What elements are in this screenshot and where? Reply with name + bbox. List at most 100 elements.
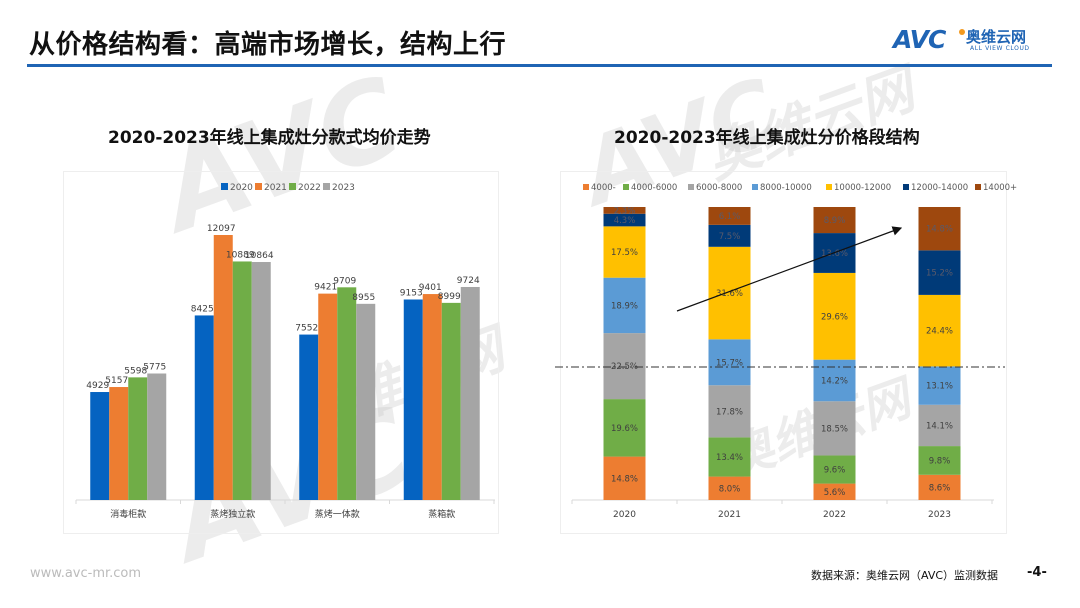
chart-title-avg-price: 2020-2023年线上集成灶分款式均价走势 bbox=[108, 128, 431, 148]
data-label: 13.4% bbox=[716, 453, 743, 463]
segment-4000--2023 bbox=[918, 474, 961, 500]
chart-title-price-structure: 2020-2023年线上集成灶分价格段结构 bbox=[614, 128, 920, 148]
segment-12000-14000-2023 bbox=[918, 250, 961, 295]
data-label: 4929 bbox=[86, 381, 109, 391]
legend-label-12000-14000: 12000-14000 bbox=[911, 183, 968, 193]
segment-6000-8000-2021 bbox=[708, 385, 751, 438]
segment-6000-8000-2020 bbox=[603, 333, 646, 400]
data-label: 18.5% bbox=[821, 424, 848, 434]
segment-4000--2020 bbox=[603, 456, 646, 500]
legend-swatch-10000-12000 bbox=[826, 184, 832, 190]
data-label: 5.6% bbox=[824, 488, 846, 498]
segment-10000-12000-2020 bbox=[603, 226, 646, 278]
data-label: 24.4% bbox=[926, 327, 953, 337]
segment-10000-12000-2023 bbox=[918, 294, 961, 367]
bar-2020-2 bbox=[299, 334, 319, 500]
segment-12000-14000-2021 bbox=[708, 224, 751, 247]
data-label: 7.5% bbox=[719, 232, 741, 242]
segment-4000--2021 bbox=[708, 476, 751, 500]
data-label: 14.8% bbox=[611, 474, 638, 484]
legend-swatch-12000-14000 bbox=[903, 184, 909, 190]
segment-4000-6000-2023 bbox=[918, 446, 961, 475]
data-label: 15.2% bbox=[926, 269, 953, 279]
bar-2020-0 bbox=[90, 392, 110, 500]
legend-label-2020: 2020 bbox=[230, 183, 253, 193]
data-label: 17.5% bbox=[611, 248, 638, 258]
legend-swatch-2023 bbox=[323, 183, 330, 190]
data-label: 14.2% bbox=[821, 376, 848, 386]
x-tick-label: 2021 bbox=[718, 510, 741, 520]
data-label: 2.3% bbox=[614, 206, 636, 216]
bar-2023-3 bbox=[460, 286, 480, 500]
data-label: 8999 bbox=[438, 292, 461, 302]
x-tick-label: 蒸烤独立款 bbox=[210, 508, 255, 520]
bar-2022-1 bbox=[232, 261, 252, 500]
bar-2021-1 bbox=[213, 235, 233, 500]
data-label: 29.6% bbox=[821, 312, 848, 322]
data-label: 19.6% bbox=[611, 424, 638, 434]
data-label: 10889 bbox=[226, 250, 255, 260]
segment-8000-10000-2023 bbox=[918, 366, 961, 405]
data-label: 14.8% bbox=[926, 225, 953, 235]
bar-2023-1 bbox=[251, 262, 271, 500]
footer-source: 数据来源：奥维云网（AVC）监测数据 bbox=[811, 569, 999, 582]
legend-swatch-2020 bbox=[221, 183, 228, 190]
bar-2020-3 bbox=[403, 299, 423, 500]
chart-panel-price-structure bbox=[560, 171, 1007, 534]
x-tick-label: 消毒柜款 bbox=[110, 508, 146, 520]
chart-panel-avg-price bbox=[63, 171, 499, 534]
data-label: 9.6% bbox=[824, 466, 846, 476]
bar-2022-2 bbox=[337, 287, 357, 500]
legend-swatch-2022 bbox=[289, 183, 296, 190]
data-label: 9421 bbox=[314, 283, 337, 293]
legend-label-8000-10000: 8000-10000 bbox=[760, 183, 812, 193]
legend-label-6000-8000: 6000-8000 bbox=[696, 183, 742, 193]
legend-label-10000-12000: 10000-12000 bbox=[834, 183, 891, 193]
segment-14000+-2023 bbox=[918, 207, 961, 251]
segment-12000-14000-2020 bbox=[603, 213, 646, 227]
segment-14000+-2022 bbox=[813, 207, 856, 234]
legend-label-2022: 2022 bbox=[298, 183, 321, 193]
footer-url[interactable]: www.avc-mr.com bbox=[30, 566, 142, 581]
data-label: 15.7% bbox=[716, 358, 743, 368]
data-label: 12097 bbox=[207, 224, 236, 234]
data-label: 8.0% bbox=[719, 484, 741, 494]
bar-2023-0 bbox=[147, 373, 167, 500]
segment-4000-6000-2020 bbox=[603, 399, 646, 457]
bar-2022-0 bbox=[128, 377, 148, 500]
legend-swatch-4000- bbox=[583, 184, 589, 190]
logo-dot-icon bbox=[959, 29, 965, 35]
page-title: 从价格结构看：高端市场增长，结构上行 bbox=[29, 30, 507, 60]
segment-6000-8000-2022 bbox=[813, 401, 856, 456]
x-tick-label: 蒸箱款 bbox=[428, 508, 455, 520]
legend-label-2023: 2023 bbox=[332, 183, 355, 193]
x-tick-label: 2023 bbox=[928, 510, 951, 520]
data-label: 9401 bbox=[419, 283, 442, 293]
segment-4000-6000-2022 bbox=[813, 455, 856, 484]
segment-14000+-2021 bbox=[708, 207, 751, 225]
chart-annotations bbox=[555, 226, 1005, 368]
data-label: 9724 bbox=[457, 276, 480, 286]
data-label: 10864 bbox=[245, 251, 274, 261]
segment-8000-10000-2021 bbox=[708, 339, 751, 386]
bar-2021-0 bbox=[109, 387, 129, 500]
logo-brand: AVC bbox=[893, 25, 946, 54]
bar-2023-2 bbox=[356, 303, 376, 500]
data-label: 5775 bbox=[143, 362, 166, 372]
x-tick-label: 2022 bbox=[823, 510, 846, 520]
data-label: 17.8% bbox=[716, 407, 743, 417]
legend-label-2021: 2021 bbox=[264, 183, 287, 193]
segment-8000-10000-2020 bbox=[603, 277, 646, 334]
legend-swatch-14000+ bbox=[975, 184, 981, 190]
bar-2021-3 bbox=[422, 294, 442, 500]
data-label: 14.1% bbox=[926, 421, 953, 431]
legend-label-4000-: 4000- bbox=[591, 183, 616, 193]
data-label: 9709 bbox=[333, 276, 356, 286]
header-divider bbox=[27, 64, 1052, 67]
data-label: 31.6% bbox=[716, 289, 743, 299]
segment-14000+-2020 bbox=[603, 207, 646, 214]
data-label: 8425 bbox=[191, 304, 214, 314]
segment-6000-8000-2023 bbox=[918, 404, 961, 447]
